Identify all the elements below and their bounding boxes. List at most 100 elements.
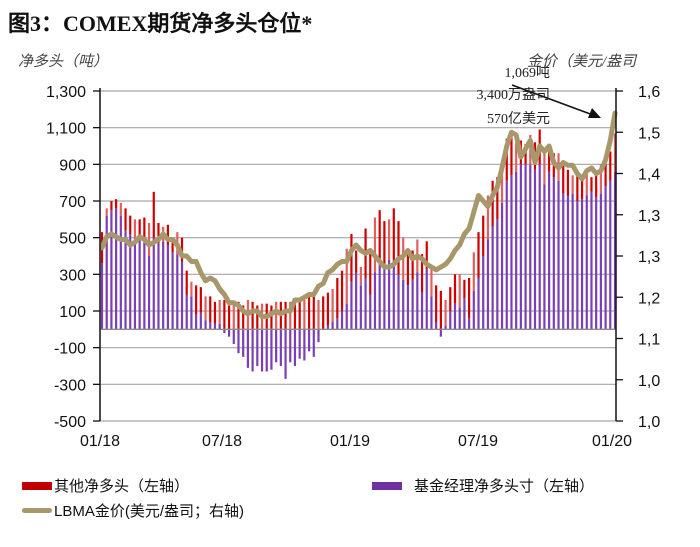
managed-money-bar	[129, 234, 132, 330]
managed-money-bar	[552, 177, 555, 330]
other-net-long-bar	[425, 241, 428, 269]
other-net-long-bar	[449, 287, 452, 311]
right-axis-tick-labels: 1,6 1,5 1,4 1,3 1,3 1,2 1,1 1,0 1,0	[638, 84, 660, 431]
annotation-ounces: 3,400万盎司	[476, 88, 551, 103]
other-net-long-bar	[472, 252, 475, 291]
managed-money-bar	[307, 329, 311, 352]
managed-money-bar	[251, 329, 254, 372]
managed-money-bar	[242, 329, 245, 357]
managed-money-bar	[218, 323, 221, 330]
other-net-long-bar	[180, 237, 184, 262]
managed-money-bar	[595, 197, 598, 330]
managed-money-bar	[209, 322, 212, 330]
managed-money-bar	[312, 329, 315, 357]
managed-money-bar	[538, 164, 541, 330]
annotation-usd: 570亿美元	[487, 112, 550, 127]
other-net-long-bar	[411, 250, 414, 280]
other-net-long-bar	[486, 195, 490, 240]
x-axis-tick-label: 07/18	[202, 433, 242, 450]
managed-money-bar	[543, 184, 546, 330]
managed-money-bar	[199, 312, 202, 330]
managed-money-bar	[496, 219, 499, 330]
managed-money-bar	[133, 243, 137, 330]
other-net-long-bar	[595, 171, 598, 198]
managed-money-bar	[529, 164, 532, 330]
managed-money-bar	[162, 241, 165, 330]
managed-money-bar	[444, 325, 447, 330]
gold-price-line-group	[99, 110, 618, 319]
managed-money-bar	[303, 329, 306, 361]
left-axis-tick-label: -100	[54, 341, 86, 358]
other-net-long-bar	[166, 224, 169, 245]
other-net-long-bar	[463, 279, 466, 299]
left-axis-tick-label: -500	[54, 414, 86, 431]
other-net-long-bar	[406, 252, 410, 286]
legend-item-lbma-gold: LBMA金价(美元/盎司；右轴)	[22, 500, 244, 521]
other-net-long-bar	[119, 202, 122, 216]
other-net-long-bar	[359, 267, 362, 286]
managed-money-bar	[138, 235, 141, 330]
right-axis-tick-label: 1,3	[638, 249, 660, 266]
other-net-long-bar	[444, 300, 447, 326]
other-net-long-bar	[195, 285, 198, 315]
legend-swatch-red	[22, 481, 52, 490]
managed-money-bar	[256, 329, 259, 366]
managed-money-bar	[491, 226, 494, 330]
managed-money-bar	[350, 281, 353, 330]
other-net-long-bar	[580, 177, 584, 200]
other-net-long-bar	[275, 301, 278, 330]
managed-money-bar	[580, 199, 584, 330]
managed-money-bar	[284, 329, 287, 379]
other-net-long-bar	[105, 208, 108, 216]
managed-money-bar	[420, 292, 424, 330]
other-net-long-bar	[430, 268, 433, 297]
managed-money-bar	[171, 252, 174, 330]
other-net-long-bar	[218, 300, 221, 324]
legend-label: LBMA金价(美元/盎司；右轴)	[54, 503, 245, 520]
other-net-long-bar	[590, 177, 593, 192]
x-axis-tick-label: 01/19	[330, 433, 370, 450]
managed-money-bar	[326, 325, 330, 330]
managed-money-bar	[468, 318, 471, 330]
right-axis-tick-label: 1,1	[638, 332, 660, 349]
other-net-long-bar	[345, 248, 348, 304]
managed-money-bar	[515, 171, 518, 330]
right-axis-tick-label: 1,0	[638, 373, 660, 390]
managed-money-bar	[458, 307, 461, 330]
managed-money-bar	[566, 195, 570, 330]
managed-money-bar	[213, 323, 217, 330]
managed-money-bar	[355, 272, 358, 330]
managed-money-bar	[223, 329, 226, 333]
right-axis-tick-label: 1,5	[638, 125, 660, 142]
managed-money-bar	[373, 272, 377, 330]
x-axis-tick-label: 01/20	[592, 433, 632, 450]
managed-money-bar	[176, 254, 179, 330]
managed-money-bar	[472, 290, 475, 330]
left-axis-tick-label: 100	[59, 304, 86, 321]
left-axis-tick-label: -300	[54, 377, 86, 394]
other-net-long-bar	[129, 215, 132, 234]
managed-money-bar	[378, 265, 381, 330]
annotation-arrow-head	[588, 108, 601, 118]
other-net-long-bar	[420, 254, 424, 293]
other-net-long-bar	[322, 296, 325, 330]
managed-money-bar	[449, 311, 452, 330]
chart-title: 图3：COMEX期货净多头仓位*	[8, 11, 313, 36]
other-net-long-bar	[251, 301, 254, 330]
managed-money-bar	[293, 329, 297, 366]
managed-money-bar	[147, 256, 151, 330]
other-net-long-bar	[270, 305, 273, 330]
other-net-long-bar	[453, 274, 457, 304]
managed-money-bar	[411, 279, 414, 330]
managed-money-bar	[115, 208, 118, 330]
managed-money-bar	[180, 261, 184, 330]
managed-money-bar	[562, 193, 565, 330]
managed-money-bar	[265, 329, 268, 372]
managed-money-bar	[317, 329, 320, 343]
x-axis-tick-label: 07/19	[458, 433, 498, 450]
other-net-long-bar	[604, 160, 607, 187]
managed-money-bar	[585, 195, 588, 330]
other-net-long-bar	[576, 173, 579, 201]
other-net-long-bar	[115, 199, 118, 209]
